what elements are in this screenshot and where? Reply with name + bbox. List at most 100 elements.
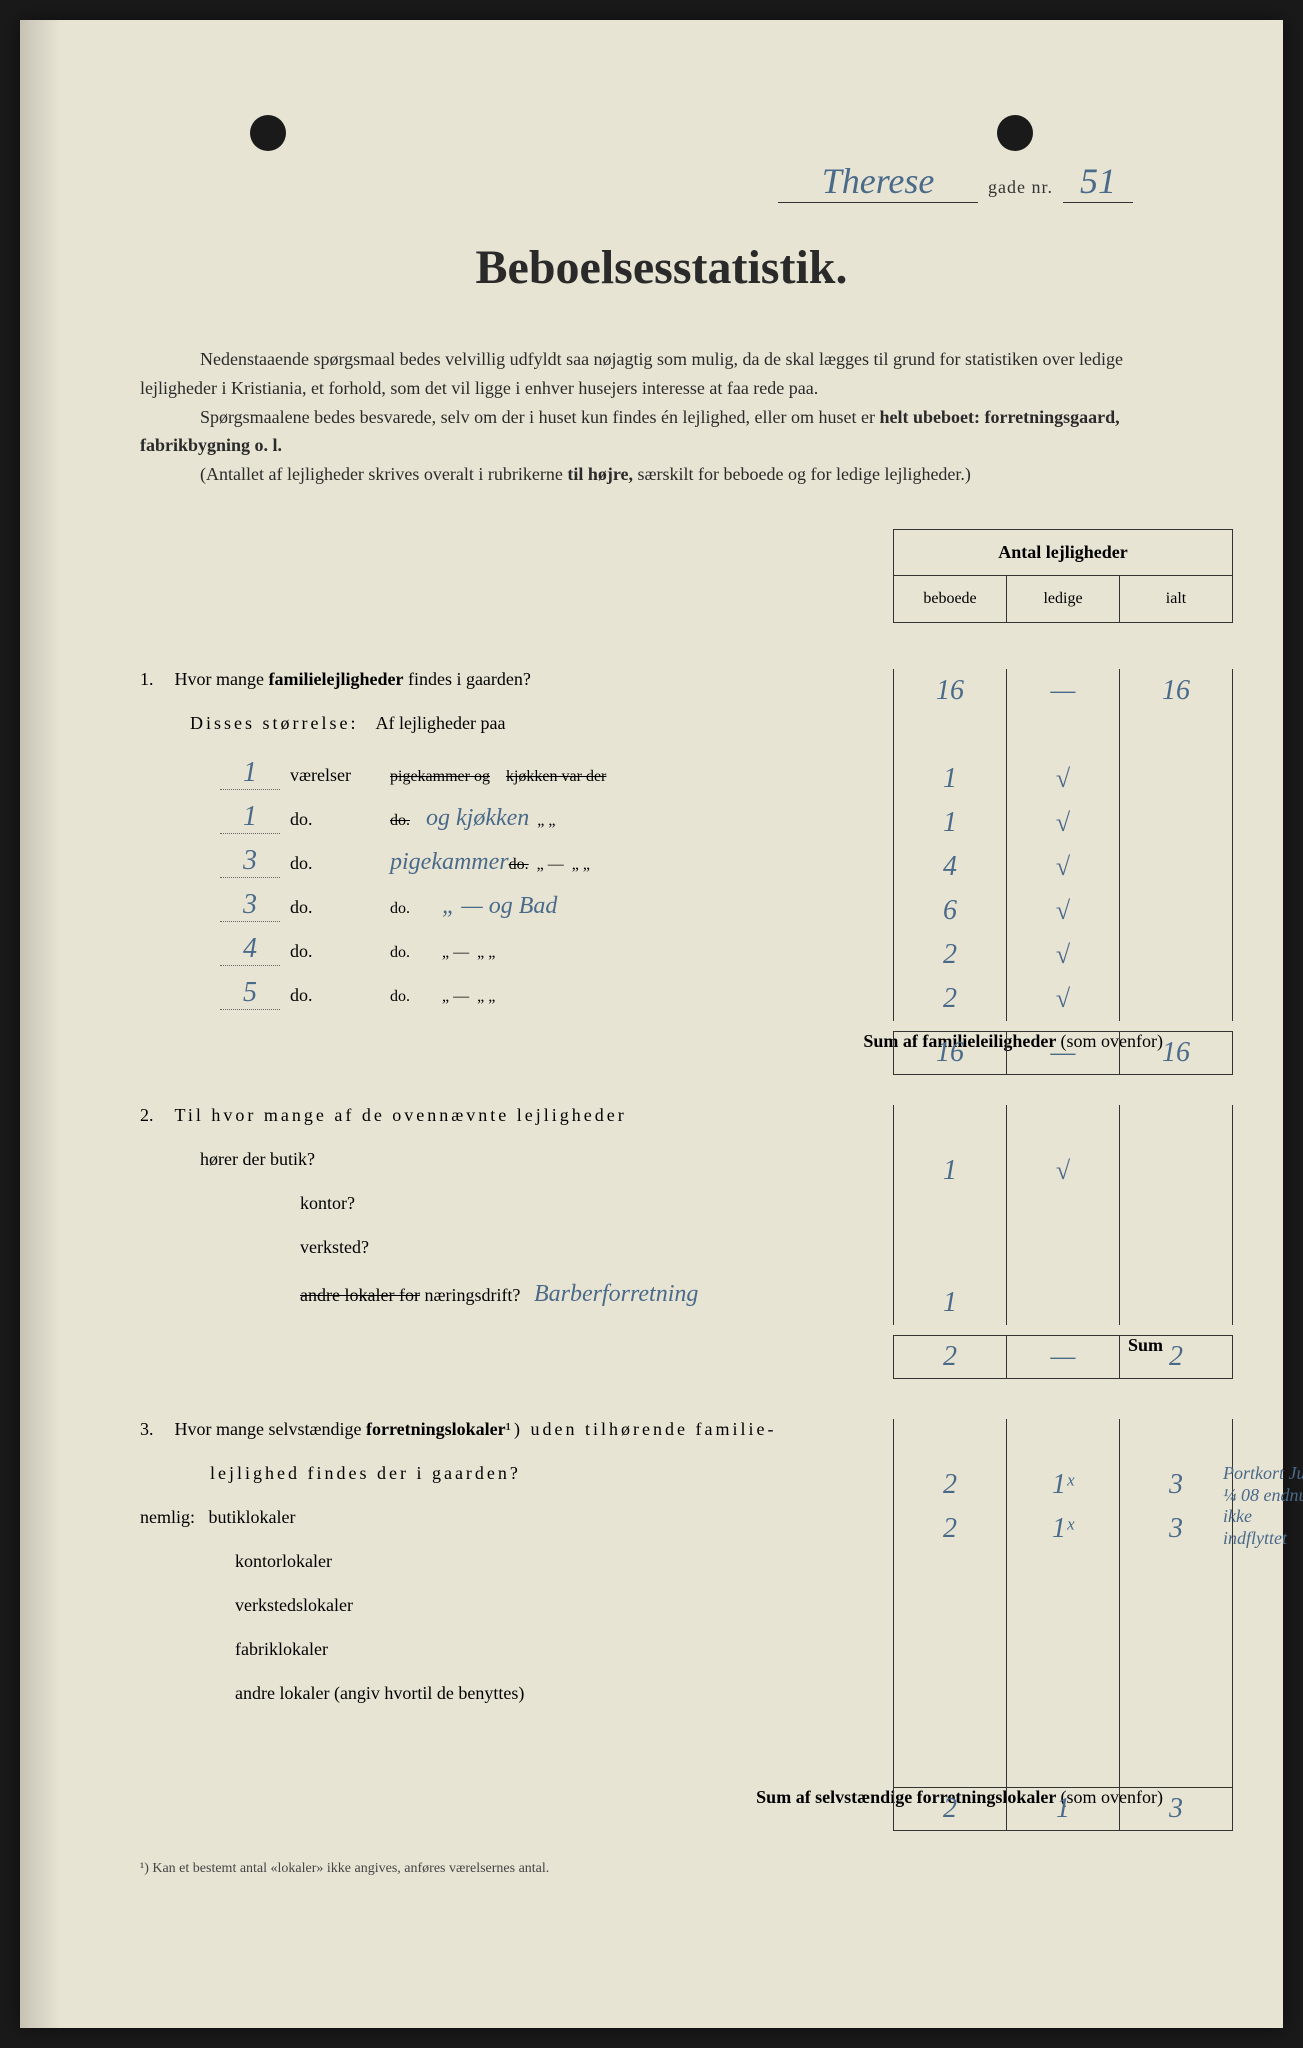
q1-text-a: Hvor mange — [175, 669, 269, 689]
footnote: ¹) Kan et bestemt antal «lokaler» ikke a… — [140, 1861, 1183, 1877]
q2-num: 2. — [140, 1105, 170, 1126]
q2-sub4-b: 1 — [943, 1287, 957, 1319]
q3-sub1-i: 3 — [1169, 1513, 1183, 1545]
q1-size-row-0: 1 værelser pigekammer og kjøkken var der… — [140, 757, 1183, 801]
q1-r2-n: 3 — [220, 845, 280, 878]
q1-r3-n: 3 — [220, 889, 280, 922]
q2-sum-i: 2 — [1169, 1341, 1183, 1373]
q1-r2-mid2: „ — — [537, 856, 564, 873]
intro-p3b: til højre, — [567, 464, 633, 484]
q3-sub4: fabriklokaler — [235, 1639, 328, 1659]
q1-r1-label: do. — [280, 809, 390, 830]
q3-sub5: andre lokaler (angiv hvortil de benyttes… — [235, 1683, 524, 1703]
q2-sub1-row: hører der butik? 1 √ — [140, 1149, 1183, 1193]
q3-sub2-row: kontorlokaler — [140, 1551, 1183, 1595]
q2-sub3: verksted? — [300, 1237, 369, 1257]
q3-spacer — [140, 1727, 1183, 1787]
q3-i: 3 — [1169, 1469, 1183, 1501]
q1-r1-l: √ — [1056, 808, 1070, 838]
q3-row2: lejlighed findes der i gaarden? 2 1ˣ 3 P… — [140, 1463, 1183, 1507]
q1-row: 1. Hvor mange familielejligheder findes … — [140, 669, 1183, 713]
q2-sub4-hw: Barberforretning — [534, 1281, 698, 1307]
q1-r3-mid: do. — [390, 900, 410, 917]
q1-ledige: — — [1051, 675, 1076, 707]
q1-subtitle-a: Disses størrelse: — [190, 713, 358, 733]
q1-r4-mid2: „ — — [442, 944, 469, 961]
q2-sub1-b: 1 — [943, 1155, 957, 1187]
q1-r3-l: √ — [1056, 896, 1070, 926]
q1-subtitle-b: Af lejligheder paa — [376, 713, 506, 733]
q3-sub1-l: 1ˣ — [1052, 1513, 1074, 1545]
q1-size-row-3: 3 do. do. „ — og Bad 6 √ — [140, 889, 1183, 933]
intro-p2a: Spørgsmaalene bedes besvarede, selv om d… — [200, 407, 879, 427]
q3-l: 1ˣ — [1052, 1469, 1074, 1501]
q1-r1-mid: do. — [390, 812, 410, 829]
q1-r5-mid2: „ — — [442, 988, 469, 1005]
q3-margin-note: Portkort Jus ¼ 08 endnu ikke indflyttet — [1223, 1463, 1303, 1549]
punch-hole-right — [997, 115, 1033, 151]
q3-row: 3. Hvor mange selvstændige forretningslo… — [140, 1419, 1183, 1463]
q1-r2-tail: „ „ — [572, 856, 590, 873]
q1-r2-mid: pigekammer — [390, 849, 509, 875]
q1-r5-tail: „ „ — [477, 988, 495, 1005]
intro-p3a: (Antallet af lejligheder skrives overalt… — [200, 464, 567, 484]
q1-r0-mid: pigekammer og — [390, 768, 490, 785]
q3-sum-b: 2 — [943, 1793, 957, 1825]
q3-sum-row: Sum af selvstændige forretningslokaler (… — [140, 1787, 1183, 1831]
q1-r1-b: 1 — [943, 807, 957, 839]
q1-r5-b: 2 — [943, 983, 957, 1015]
header-address: Therese gade nr. 51 — [778, 160, 1133, 203]
q1-r4-tail: „ „ — [477, 944, 495, 961]
q1-r0-n: 1 — [220, 757, 280, 790]
q2-sub4-row: andre lokaler for næringsdrift? Barberfo… — [140, 1281, 1183, 1325]
q2-sub3-row: verksted? — [140, 1237, 1183, 1281]
q2-row: 2. Til hvor mange af de ovennævnte lejli… — [140, 1105, 1183, 1149]
gade-nr: 51 — [1063, 160, 1133, 203]
gade-label: gade nr. — [988, 177, 1053, 198]
q1-subtitle-row: Disses størrelse: Af lejligheder paa — [140, 713, 1183, 757]
document-page: Therese gade nr. 51 Beboelsesstatistik. … — [20, 20, 1283, 2028]
q3-text-d: lejlighed findes der i gaarden? — [210, 1463, 521, 1483]
q1-r4-label: do. — [280, 941, 390, 962]
q1-r5-l: √ — [1056, 984, 1070, 1014]
q1-r4-l: √ — [1056, 940, 1070, 970]
q1-r1-n: 1 — [220, 801, 280, 834]
q3-text-a: Hvor mange selvstændige — [175, 1419, 366, 1439]
questions: 1. Hvor mange familielejligheder findes … — [140, 529, 1183, 1831]
q1-r0-label: værelser — [280, 765, 390, 786]
q1-size-row-5: 5 do. do. „ — „ „ 2 √ — [140, 977, 1183, 1021]
table-header: Antal lejligheder beboede ledige ialt — [893, 529, 1233, 623]
q2-sum-row: Sum 2 — 2 — [140, 1335, 1183, 1379]
q1-size-row-2: 3 do. pigekammerdo. „ — „ „ 4 √ — [140, 845, 1183, 889]
col-ialt: ialt — [1120, 576, 1232, 622]
q3-nemlig: nemlig: — [140, 1507, 195, 1527]
q2-sub1-l: √ — [1056, 1156, 1070, 1186]
q1-r2-b: 4 — [943, 851, 957, 883]
q3-sub2: kontorlokaler — [235, 1551, 332, 1571]
street-name: Therese — [778, 160, 978, 203]
q1-sum-b: 16 — [936, 1037, 964, 1069]
q1-num: 1. — [140, 669, 170, 690]
q2-sum-b: 2 — [943, 1341, 957, 1373]
q1-ialt: 16 — [1162, 675, 1190, 707]
q3-sub1: butiklokaler — [209, 1507, 296, 1527]
q3-b: 2 — [943, 1469, 957, 1501]
q3-sub5-row: andre lokaler (angiv hvortil de benyttes… — [140, 1683, 1183, 1727]
q1-r2-l: √ — [1056, 852, 1070, 882]
q3-sub1-b: 2 — [943, 1513, 957, 1545]
q1-r4-mid: do. — [390, 944, 410, 961]
q1-r2-label: do. — [280, 853, 390, 874]
q2-sub4: næringsdrift? — [420, 1285, 521, 1305]
q1-text-b: familielejligheder — [268, 669, 403, 689]
content-area: Antal lejligheder beboede ledige ialt 1.… — [140, 529, 1183, 1831]
intro-text: Nedenstaaende spørgsmaal bedes velvillig… — [140, 345, 1183, 489]
q1-r0-mid2: kjøkken var der — [506, 768, 606, 785]
q3-text-b: forretningslokaler — [366, 1419, 506, 1439]
q1-r5-n: 5 — [220, 977, 280, 1010]
q1-r3-label: do. — [280, 897, 390, 918]
q3-num: 3. — [140, 1419, 170, 1440]
q2-sub2-row: kontor? — [140, 1193, 1183, 1237]
q1-r5-mid: do. — [390, 988, 410, 1005]
q1-r3-mid2: „ — og Bad — [442, 893, 557, 919]
col-ledige: ledige — [1007, 576, 1120, 622]
